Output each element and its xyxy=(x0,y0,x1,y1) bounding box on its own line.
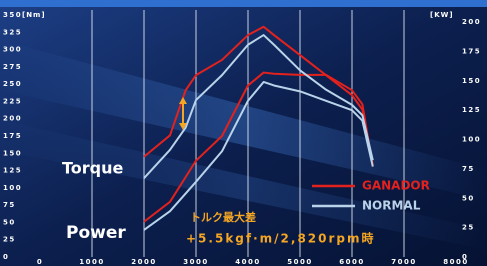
y2-tick-label: 50 xyxy=(462,194,475,202)
y-tick-label: 300 xyxy=(3,46,22,54)
page: {"chart_data":{"type":"line", "y_unit":"… xyxy=(0,0,487,266)
y-tick-label: 200 xyxy=(3,115,22,123)
y2-tick-label: 175 xyxy=(462,47,481,55)
y2-tick-label: 75 xyxy=(462,165,475,173)
y2-tick-label: 0 xyxy=(462,253,468,261)
y2-unit: [KW] xyxy=(430,11,454,19)
y-tick-label: 175 xyxy=(3,132,22,140)
y-tick-label: 325 xyxy=(3,28,22,36)
y-tick-label: 0 xyxy=(3,253,9,261)
x-tick-label: 0 xyxy=(37,258,43,266)
x-tick-label: 4000 xyxy=(235,258,260,266)
y-tick-label: 100 xyxy=(3,184,22,192)
legend-label: GANADOR xyxy=(362,179,430,193)
y-unit: [Nm] xyxy=(22,11,46,19)
header-bar xyxy=(0,0,487,7)
y2-tick-label: 200 xyxy=(462,18,481,26)
y-tick-label: 150 xyxy=(3,149,22,157)
y-tick-label: 250 xyxy=(3,80,22,88)
x-tick-label: 6000 xyxy=(339,258,364,266)
y-tick-label: 75 xyxy=(3,201,16,209)
y2-tick-label: 100 xyxy=(462,136,481,144)
y-tick-label: 225 xyxy=(3,97,22,105)
y2-tick-label: 25 xyxy=(462,224,475,232)
y2-tick-label: 125 xyxy=(462,106,481,114)
y-tick-label: 275 xyxy=(3,63,22,71)
x-tick-label: 3000 xyxy=(183,258,208,266)
y-tick-label: 50 xyxy=(3,218,16,226)
legend-label: NORMAL xyxy=(362,199,421,213)
y2-tick-label: 150 xyxy=(462,77,481,85)
y-tick-label: 350 xyxy=(3,11,22,19)
x-tick-label: 1000 xyxy=(79,258,104,266)
x-tick-label: 7000 xyxy=(391,258,416,266)
y-tick-label: 25 xyxy=(3,236,16,244)
x-tick-label: 2000 xyxy=(131,258,156,266)
x-tick-label: 5000 xyxy=(287,258,312,266)
torque-label: Torque xyxy=(62,159,124,178)
y-tick-label: 125 xyxy=(3,167,22,175)
diff-title: トルク最大差 xyxy=(190,210,256,224)
chart: [Nm] [KW] 010002000300040005000600070008… xyxy=(0,0,487,266)
diff-value: +5.5kgf·m/2,820rpm時 xyxy=(186,231,376,246)
power-label: Power xyxy=(66,223,126,243)
